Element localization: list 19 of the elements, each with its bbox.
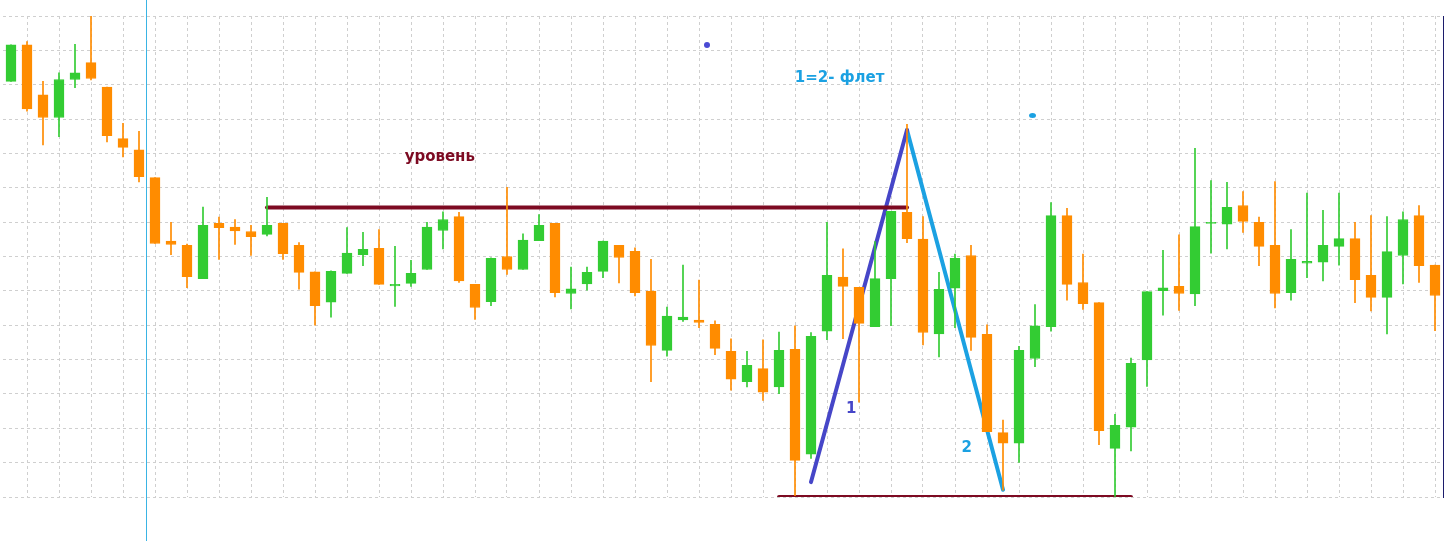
candlestick [1333,192,1345,266]
candlestick [1301,192,1313,278]
candlestick [997,419,1009,491]
candlestick [245,224,257,256]
text: уровень [404,147,475,166]
candlestick [357,232,369,266]
candlestick [501,186,513,275]
candlestick [1317,209,1329,282]
candlestick [1173,234,1185,311]
annotation: 1=2- флет [794,67,885,86]
candlestick [565,266,577,310]
candlestick [69,44,81,88]
series-label: 1 [845,398,857,417]
candlestick [1157,249,1169,316]
series-label: 2 [961,437,972,456]
candlestick [901,123,913,243]
candlestick [213,216,225,260]
candlestick [837,248,849,340]
candlestick [1365,215,1377,312]
